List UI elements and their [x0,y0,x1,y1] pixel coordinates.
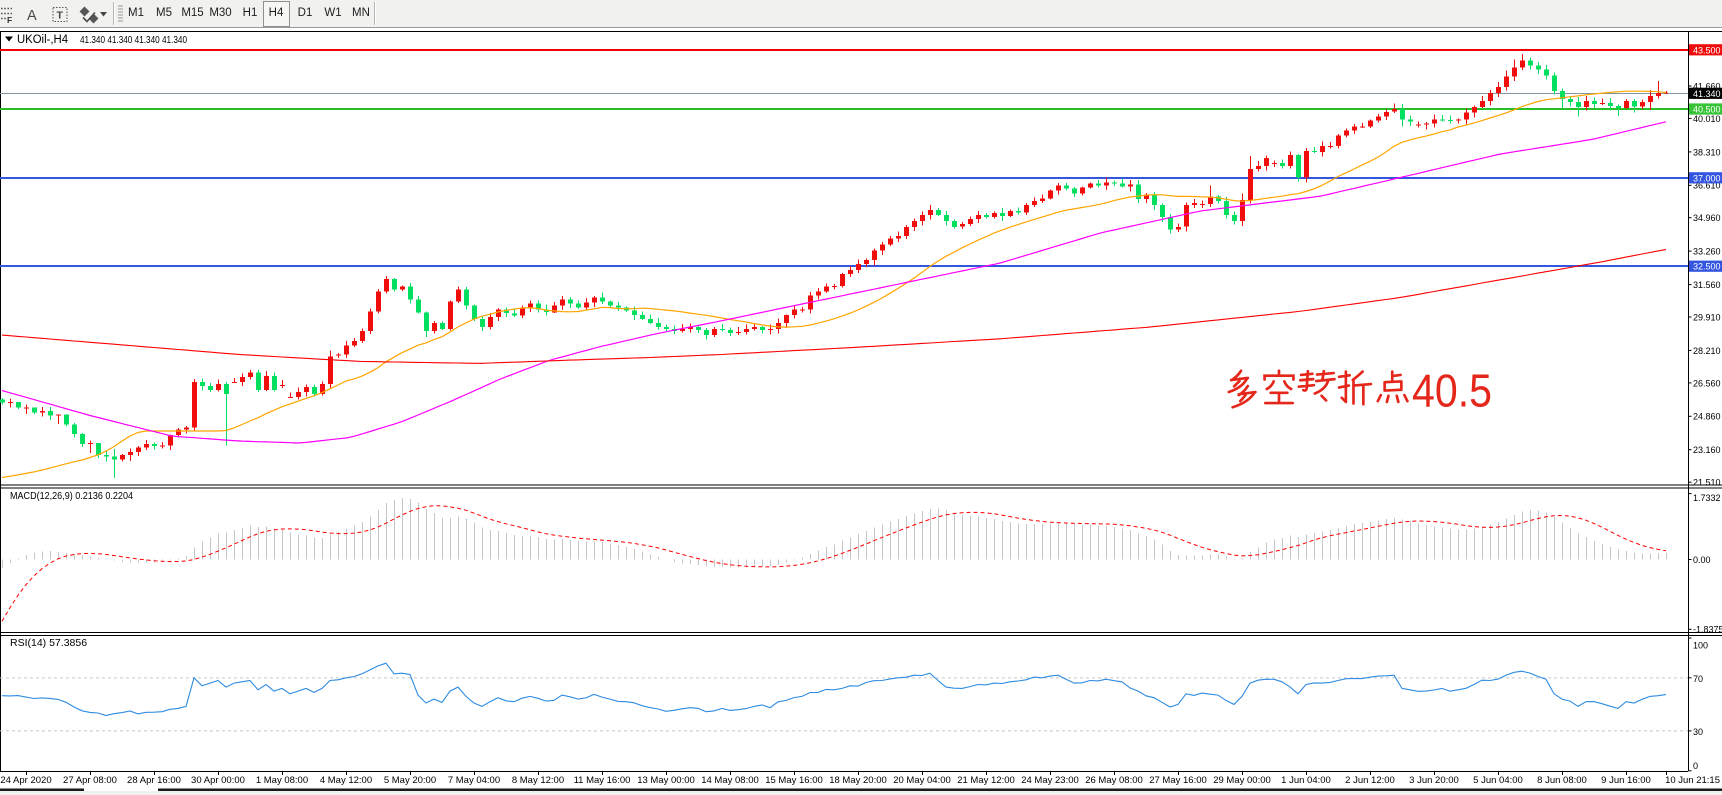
svg-text:100: 100 [1693,641,1708,651]
svg-text:F: F [7,15,12,25]
svg-text:0: 0 [1693,761,1698,771]
svg-text:21.510: 21.510 [1693,478,1721,488]
svg-text:1.7332: 1.7332 [1693,493,1721,503]
svg-text:41.340: 41.340 [1693,89,1721,99]
svg-text:26.560: 26.560 [1693,378,1721,388]
svg-text:1 Jun 04:00: 1 Jun 04:00 [1281,775,1331,786]
svg-text:40.010: 40.010 [1693,114,1721,124]
svg-text:41.660: 41.660 [1693,81,1721,91]
svg-text:34.960: 34.960 [1693,213,1721,223]
svg-text:40.5: 40.5 [1412,365,1492,417]
svg-text:38.310: 38.310 [1693,147,1721,157]
svg-text:23.160: 23.160 [1693,445,1721,455]
svg-text:31.560: 31.560 [1693,280,1721,290]
svg-text:27 May 16:00: 27 May 16:00 [1149,775,1207,786]
svg-text:0.00: 0.00 [1693,555,1711,565]
svg-text:43.500: 43.500 [1693,45,1721,55]
svg-text:UKOil-,H4: UKOil-,H4 [17,34,69,46]
svg-text:2 Jun 12:00: 2 Jun 12:00 [1345,775,1395,786]
svg-text:26 May 08:00: 26 May 08:00 [1085,775,1143,786]
svg-text:21 May 12:00: 21 May 12:00 [957,775,1015,786]
svg-text:24.860: 24.860 [1693,412,1721,422]
svg-text:7 May 04:00: 7 May 04:00 [448,775,500,786]
svg-text:37.000: 37.000 [1693,173,1721,183]
svg-text:8 May 12:00: 8 May 12:00 [512,775,564,786]
svg-text:10 Jun 21:15: 10 Jun 21:15 [1665,775,1720,786]
svg-text:28.210: 28.210 [1693,346,1721,356]
svg-text:9 Jun 16:00: 9 Jun 16:00 [1601,775,1651,786]
svg-text:24 Apr 2020: 24 Apr 2020 [0,775,51,786]
svg-text:RSI(14) 57.3856: RSI(14) 57.3856 [10,637,87,649]
svg-text:4 May 12:00: 4 May 12:00 [320,775,372,786]
svg-text:5 May 20:00: 5 May 20:00 [384,775,436,786]
svg-text:-1.8375: -1.8375 [1693,625,1722,635]
svg-text:A: A [27,8,37,24]
svg-text:29 May 00:00: 29 May 00:00 [1213,775,1271,786]
svg-text:MACD(12,26,9) 0.2136 0.2204: MACD(12,26,9) 0.2136 0.2204 [10,490,133,502]
svg-text:36.610: 36.610 [1693,181,1721,191]
svg-text:40.500: 40.500 [1693,105,1721,115]
svg-text:13 May 00:00: 13 May 00:00 [637,775,695,786]
svg-text:11 May 16:00: 11 May 16:00 [574,775,631,786]
svg-text:27 Apr 08:00: 27 Apr 08:00 [63,775,117,786]
svg-text:1 May 08:00: 1 May 08:00 [256,775,308,786]
svg-text:8 Jun 08:00: 8 Jun 08:00 [1537,775,1587,786]
svg-text:20 May 04:00: 20 May 04:00 [893,775,951,786]
svg-text:3 Jun 20:00: 3 Jun 20:00 [1409,775,1459,786]
svg-text:30 Apr 00:00: 30 Apr 00:00 [191,775,245,786]
svg-text:29.910: 29.910 [1693,312,1721,322]
svg-text:41.340 41.340 41.340 41.340: 41.340 41.340 41.340 41.340 [80,34,187,46]
svg-text:24 May 23:00: 24 May 23:00 [1021,775,1079,786]
svg-text:33.260: 33.260 [1693,247,1721,257]
svg-text:18 May 20:00: 18 May 20:00 [829,775,887,786]
svg-text:15 May 16:00: 15 May 16:00 [765,775,823,786]
svg-text:32.500: 32.500 [1693,262,1721,272]
svg-text:28 Apr 16:00: 28 Apr 16:00 [127,775,181,786]
svg-text:70: 70 [1693,674,1703,684]
svg-text:30: 30 [1693,727,1703,737]
svg-text:14 May 08:00: 14 May 08:00 [701,775,759,786]
svg-text:T: T [57,10,64,22]
svg-text:5 Jun 04:00: 5 Jun 04:00 [1473,775,1523,786]
